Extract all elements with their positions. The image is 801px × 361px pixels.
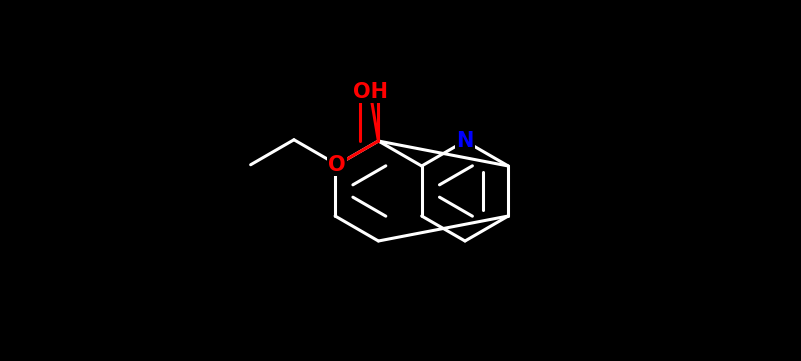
Text: O: O [328, 155, 346, 175]
Text: OH: OH [352, 82, 388, 102]
Text: N: N [457, 131, 473, 151]
Text: O: O [369, 81, 387, 101]
